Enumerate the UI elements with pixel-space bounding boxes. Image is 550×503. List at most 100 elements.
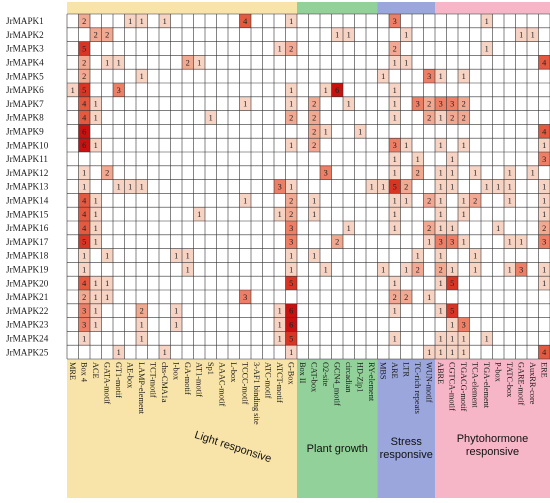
cell-value-label: 2 bbox=[416, 169, 420, 178]
row-label: JrMAPK16 bbox=[6, 223, 49, 233]
heatmap-cell bbox=[90, 96, 102, 111]
cell-value-label: 1 bbox=[404, 196, 408, 205]
heatmap-cell bbox=[469, 248, 481, 263]
cell-value-label: 2 bbox=[312, 114, 316, 123]
cell-value-label: 1 bbox=[289, 348, 293, 357]
column-label: ARE bbox=[390, 362, 399, 379]
cell-value-label: 6 bbox=[289, 307, 293, 316]
heatmap-cell bbox=[78, 179, 90, 194]
cell-value-label: 1 bbox=[105, 252, 109, 261]
cell-value-label: 5 bbox=[289, 334, 293, 343]
heatmap-cell bbox=[170, 317, 182, 332]
heatmap-cell bbox=[90, 317, 102, 332]
cell-value-label: 1 bbox=[94, 196, 98, 205]
row-label: JrMAPK12 bbox=[6, 168, 49, 178]
row-label: JrMAPK7 bbox=[6, 99, 44, 109]
heatmap-cell bbox=[101, 290, 113, 304]
cell-value-label: 2 bbox=[289, 45, 293, 54]
heatmap-cell bbox=[435, 262, 447, 277]
cell-value-label: 2 bbox=[105, 31, 109, 40]
row-label-layer: JrMAPK1 JrMAPK2 JrMAPK3 JrMAPK4 JrMAPK5 JrMAP… bbox=[6, 16, 49, 357]
heatmap-cell bbox=[78, 248, 90, 263]
cell-value-label: 6 bbox=[82, 127, 86, 136]
heatmap-cell bbox=[78, 234, 90, 249]
cell-value-label: 1 bbox=[450, 169, 454, 178]
heatmap-cell bbox=[101, 55, 113, 70]
cell-value-label: 2 bbox=[439, 265, 443, 274]
heatmap-cell bbox=[78, 276, 90, 290]
cell-value-label: 1 bbox=[531, 169, 535, 178]
cell-value-label: 1 bbox=[324, 265, 328, 274]
cell-value-label: 2 bbox=[427, 196, 431, 205]
cell-value-label: 1 bbox=[82, 265, 86, 274]
cell-value-label: 5 bbox=[82, 238, 86, 247]
heatmap-cell bbox=[136, 303, 148, 318]
heatmap-cell bbox=[389, 207, 401, 221]
row-label: JrMAPK14 bbox=[6, 196, 49, 206]
heatmap-cell bbox=[423, 69, 435, 83]
heatmap-cell bbox=[446, 331, 458, 346]
row-label: JrMAPK2 bbox=[6, 30, 44, 40]
column-label: G-Box bbox=[286, 362, 295, 385]
cell-value-label: 2 bbox=[462, 100, 466, 109]
column-label: ATCT-motif bbox=[275, 362, 284, 403]
category-label: Plant growth bbox=[307, 443, 368, 455]
heatmap-cell bbox=[400, 262, 412, 277]
cell-value-label: 1 bbox=[404, 141, 408, 150]
heatmap-cell bbox=[354, 124, 366, 139]
heatmap-cell bbox=[412, 165, 424, 180]
heatmap-cell bbox=[182, 248, 194, 263]
heatmap-cell bbox=[504, 234, 516, 249]
cell-value-label: 1 bbox=[358, 127, 362, 136]
cell-value-label: 5 bbox=[450, 307, 454, 316]
heatmap-cell bbox=[308, 96, 320, 111]
column-label: GA-motif bbox=[183, 362, 192, 395]
heatmap-cell bbox=[78, 317, 90, 332]
cell-value-label: 1 bbox=[393, 155, 397, 164]
heatmap-cell bbox=[90, 138, 102, 152]
heatmap-cell bbox=[343, 221, 355, 235]
column-label: Box II bbox=[298, 362, 307, 384]
cell-value-label: 3 bbox=[439, 100, 443, 109]
heatmap-cell bbox=[78, 290, 90, 304]
heatmap-cell bbox=[320, 124, 332, 139]
cell-value-label: 1 bbox=[462, 196, 466, 205]
heatmap-cell bbox=[78, 124, 90, 139]
heatmap-cell bbox=[446, 303, 458, 318]
heatmap-cell bbox=[446, 179, 458, 194]
heatmap-cell bbox=[78, 165, 90, 180]
cell-value-label: 1 bbox=[508, 183, 512, 192]
heatmap-cell bbox=[285, 193, 297, 208]
heatmap-cell bbox=[331, 83, 343, 97]
heatmap-cell bbox=[285, 234, 297, 249]
heatmap-cell bbox=[389, 193, 401, 208]
column-label-layer: MRE Box 4 ACE GATA-motif GT1-motif AE-box LAMP… bbox=[68, 362, 549, 425]
heatmap-cell bbox=[113, 83, 125, 97]
heatmap-cell bbox=[458, 69, 470, 83]
row-label: JrMAPK1 bbox=[6, 16, 44, 26]
cell-value-label: 1 bbox=[381, 265, 385, 274]
cell-value-label: 1 bbox=[439, 307, 443, 316]
cell-value-label: 1 bbox=[508, 196, 512, 205]
heatmap-cell bbox=[469, 262, 481, 277]
heatmap-cell bbox=[435, 138, 447, 152]
cell-value-label: 1 bbox=[324, 127, 328, 136]
column-label: WUN-motif bbox=[424, 362, 433, 403]
cell-value-label: 1 bbox=[94, 224, 98, 233]
row-label: JrMAPK24 bbox=[6, 334, 49, 344]
heatmap-cell bbox=[423, 96, 435, 111]
cell-value-label: 1 bbox=[289, 183, 293, 192]
heatmap-cell bbox=[331, 27, 343, 42]
heatmap-cell bbox=[423, 221, 435, 235]
cell-value-label: 1 bbox=[324, 86, 328, 95]
heatmap-cell bbox=[101, 165, 113, 180]
heatmap-cell bbox=[274, 207, 286, 221]
cell-value-label: 1 bbox=[94, 114, 98, 123]
column-label: TCA-element bbox=[470, 362, 479, 408]
cell-value-label: 1 bbox=[508, 169, 512, 178]
heatmap-cell bbox=[446, 96, 458, 111]
heatmap-cell bbox=[481, 331, 493, 346]
column-label: GATA-motif bbox=[102, 362, 111, 404]
heatmap-cell bbox=[90, 303, 102, 318]
cell-value-label: 1 bbox=[163, 348, 167, 357]
